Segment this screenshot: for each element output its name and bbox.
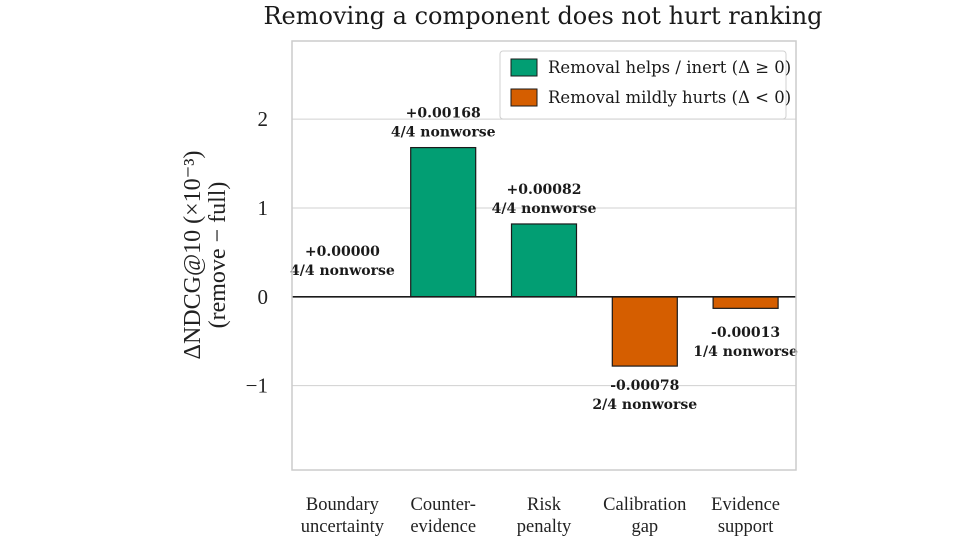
- legend-label: Removal mildly hurts (Δ < 0): [548, 88, 791, 107]
- legend-label: Removal helps / inert (Δ ≥ 0): [548, 58, 791, 77]
- legend-swatch: [510, 88, 538, 107]
- y-axis-label-line-2: (remove − full): [205, 182, 231, 329]
- y-tick-label: 1: [258, 196, 269, 220]
- x-category-label: Counter-evidence: [410, 495, 476, 537]
- y-tick-label: −1: [246, 374, 268, 398]
- plot-frame: [291, 40, 797, 471]
- bar: [410, 146, 477, 298]
- x-category-label: Risk penalty: [517, 495, 572, 537]
- bar: [611, 296, 678, 367]
- y-tick-label: 0: [258, 285, 269, 309]
- bar-value-label: -0.00013: [711, 325, 780, 341]
- chart-title: Removing a component does not hurt ranki…: [263, 2, 822, 30]
- y-tick-label: 2: [258, 107, 269, 131]
- bar-value-label: -0.00078: [610, 378, 679, 394]
- x-category-label: Evidence support: [711, 495, 780, 537]
- legend-swatch: [510, 58, 538, 77]
- x-category-label: Boundary uncertainty: [301, 495, 385, 537]
- bar-value-label: +0.00082: [506, 182, 581, 198]
- bar-nonworse-label: 1/4 nonworse: [693, 344, 798, 360]
- legend-box: [499, 50, 787, 120]
- bar-value-label: +0.00168: [406, 106, 481, 122]
- bar-nonworse-label: 4/4 nonworse: [290, 263, 395, 279]
- bar-value-label: +0.00000: [305, 244, 380, 260]
- y-axis-label: ΔNDCG@10 (×10⁻³) (remove − full): [180, 151, 231, 360]
- x-category-label: Calibration gap: [603, 495, 686, 537]
- bar: [712, 296, 779, 309]
- bar-nonworse-label: 2/4 nonworse: [592, 397, 697, 413]
- bar-nonworse-label: 4/4 nonworse: [391, 125, 496, 141]
- bar: [510, 223, 578, 298]
- bar-nonworse-label: 4/4 nonworse: [492, 201, 597, 217]
- plot-area: −1 0 1 2 +0.00000 4/4 nonworse +0.00168 4/4 non…: [246, 40, 798, 537]
- y-axis-label-line-1: ΔNDCG@10 (×10⁻³): [180, 151, 206, 360]
